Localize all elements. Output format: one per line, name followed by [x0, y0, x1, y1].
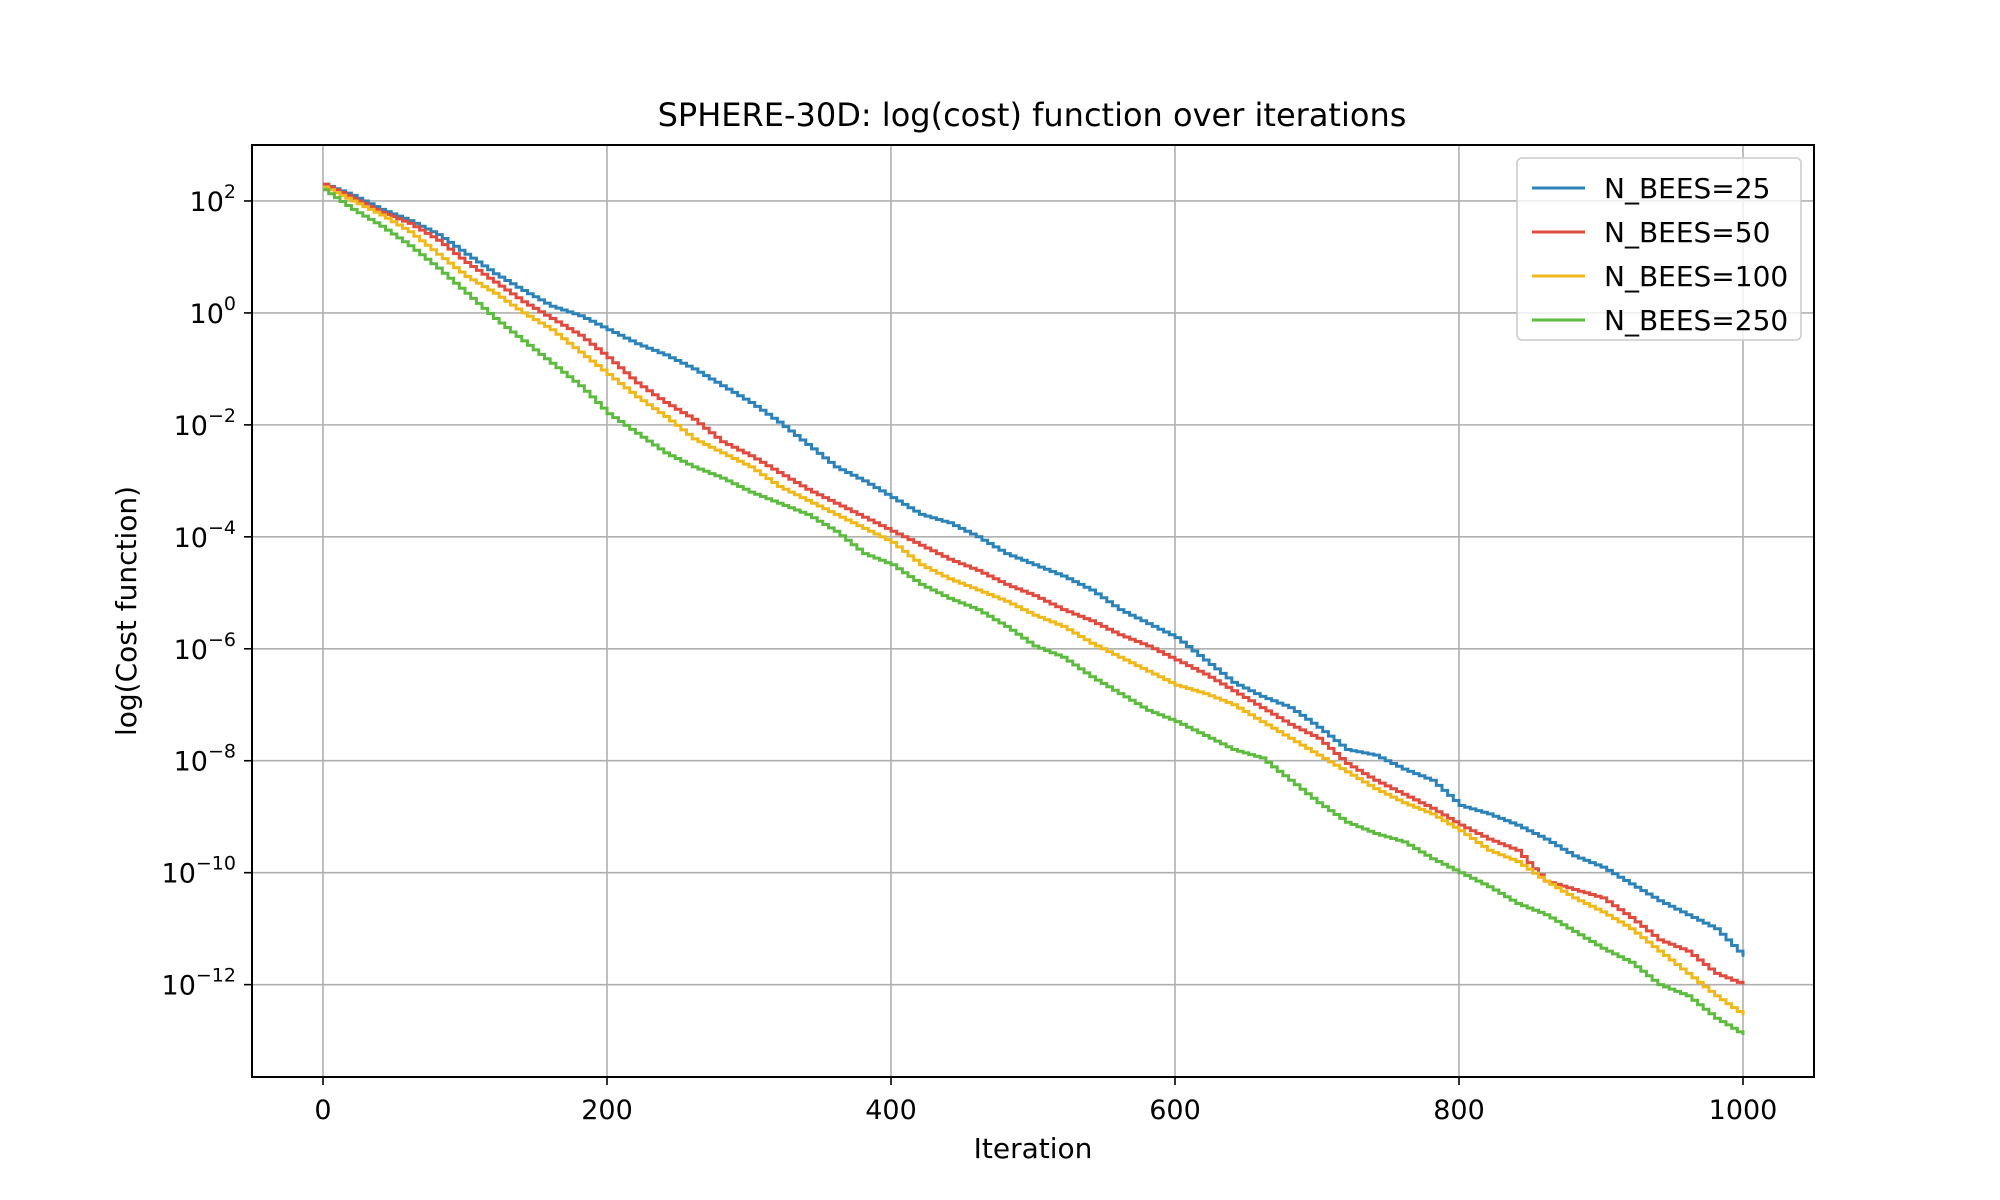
x-tick-label: 600 [1149, 1095, 1201, 1126]
x-axis-ticks: 0 200 400 600 800 1000 [314, 1077, 1777, 1126]
x-tick-label: 400 [865, 1095, 917, 1126]
plot-frame [251, 144, 1815, 1078]
x-axis-label: Iteration [974, 1132, 1093, 1165]
y-tick-exponent: −4 [208, 517, 236, 539]
y-tick-base: 10 [174, 747, 208, 778]
y-tick-base: 10 [190, 187, 224, 218]
series-line-3 [323, 185, 1745, 1016]
legend-label: N_BEES=25 [1604, 172, 1770, 205]
y-tick-label: 10−8 [174, 741, 236, 778]
y-tick-label: 10−6 [174, 629, 236, 666]
y-tick-label: 100 [190, 293, 236, 330]
y-tick-exponent: 2 [224, 181, 236, 203]
y-tick-base: 10 [174, 635, 208, 666]
y-tick-label: 102 [190, 181, 236, 218]
legend: N_BEES=25 N_BEES=50 N_BEES=100 N_BEES=250 [1516, 157, 1802, 341]
y-tick-exponent: 0 [224, 293, 236, 315]
y-tick-base: 10 [190, 299, 224, 330]
series-line-1 [323, 182, 1745, 957]
y-tick-exponent: −2 [208, 405, 236, 427]
y-tick-exponent: −6 [208, 629, 236, 651]
y-tick-exponent: −10 [196, 853, 236, 875]
series-lines [323, 182, 1745, 1035]
y-tick-label: 10−10 [162, 853, 236, 890]
y-tick-base: 10 [162, 859, 196, 890]
y-tick-base: 10 [162, 971, 196, 1002]
y-axis-label: log(Cost function) [110, 486, 143, 736]
y-tick-exponent: −12 [196, 965, 236, 987]
x-tick-label: 1000 [1709, 1095, 1778, 1126]
x-tick-label: 200 [581, 1095, 633, 1126]
y-tick-base: 10 [174, 523, 208, 554]
y-tick-exponent: −8 [208, 741, 236, 763]
y-tick-label: 10−4 [174, 517, 236, 554]
legend-label: N_BEES=250 [1604, 304, 1788, 337]
chart-title: SPHERE-30D: log(cost) function over iter… [658, 96, 1407, 134]
series-line-2 [323, 182, 1745, 985]
legend-label: N_BEES=100 [1604, 260, 1788, 293]
series-line-4 [323, 188, 1745, 1035]
x-tick-label: 0 [314, 1095, 331, 1126]
legend-box [1516, 157, 1802, 341]
y-tick-base: 10 [174, 411, 208, 442]
legend-label: N_BEES=50 [1604, 216, 1770, 249]
y-tick-label: 10−2 [174, 405, 236, 442]
x-tick-label: 800 [1433, 1095, 1485, 1126]
y-tick-label: 10−12 [162, 965, 236, 1002]
